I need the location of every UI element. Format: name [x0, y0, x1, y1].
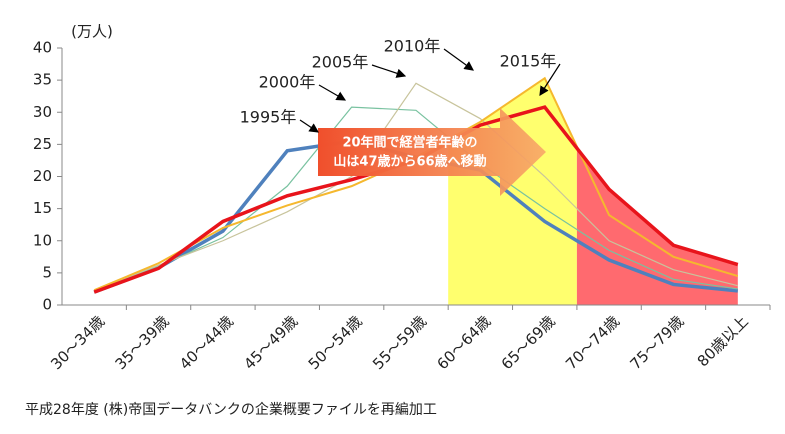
x-tick-label: 70～74歳 — [562, 312, 623, 373]
y-tick-label: 15 — [33, 199, 52, 217]
y-tick-label: 10 — [33, 231, 52, 249]
annotation-arrow — [318, 84, 347, 101]
y-tick-label: 5 — [42, 263, 52, 281]
y-tick-label: 25 — [33, 135, 52, 153]
annotation-arrow — [299, 119, 319, 133]
x-tick-label: 40～44歳 — [176, 312, 237, 373]
y-unit: (万人) — [71, 23, 113, 41]
callout-arrow — [318, 108, 546, 196]
y-tick-label: 40 — [33, 39, 52, 57]
series-line — [93, 106, 738, 292]
x-tick-label: 75～79歳 — [627, 312, 688, 373]
legend-label: 2000年 — [259, 73, 316, 92]
x-tick-label: 80歳以上 — [694, 312, 752, 370]
x-tick-label: 65～69歳 — [498, 312, 559, 373]
annotation-arrow — [443, 48, 474, 71]
x-tick-label: 50～54歳 — [305, 312, 366, 373]
x-tick-label: 55～59歳 — [369, 312, 430, 373]
y-tick-label: 30 — [33, 103, 52, 121]
source: 平成28年度 (株)帝国データバンクの企業概要ファイルを再編加工 — [25, 401, 437, 418]
y-tick-label: 0 — [42, 296, 52, 314]
x-tick-label: 45～49歳 — [240, 312, 301, 373]
y-tick-label: 20 — [33, 167, 52, 185]
series-line — [93, 82, 738, 291]
y-tick-label: 35 — [33, 71, 52, 89]
annotation-arrow — [371, 64, 407, 78]
legend-label: 2005年 — [312, 53, 369, 72]
callout-text: 山は47歳から66歳へ移動 — [333, 154, 486, 170]
callout-text: 20年間で経営者年齢の — [342, 135, 477, 151]
legend-label: 1995年 — [240, 108, 297, 127]
legend-label: 2015年 — [500, 52, 557, 71]
annotation-arrow — [539, 63, 561, 97]
x-tick-label: 30～34歳 — [47, 312, 108, 373]
x-tick-label: 60～64歳 — [433, 312, 494, 373]
highlight-area — [576, 148, 738, 305]
legend-label: 2010年 — [384, 37, 441, 56]
x-tick-label: 35～39歳 — [112, 312, 173, 373]
